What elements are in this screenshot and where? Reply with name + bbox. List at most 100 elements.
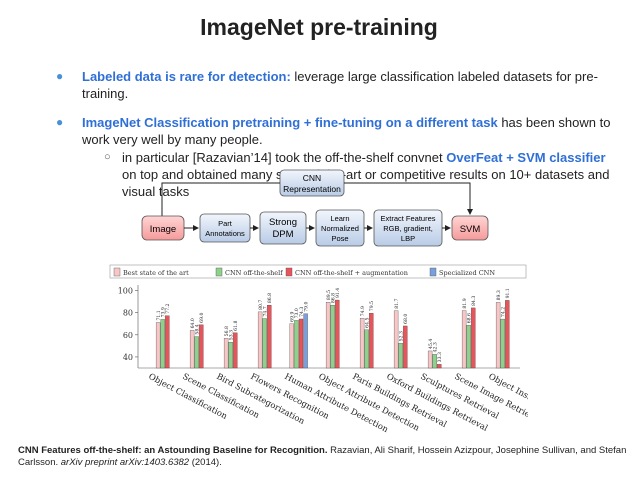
bullet-dot-icon: ● (56, 69, 64, 83)
bar-value-label: 73.9 (161, 307, 167, 317)
bar-value-label: 86.8 (331, 293, 337, 303)
bar-6-2 (369, 313, 374, 369)
bar-1-0 (189, 330, 195, 369)
y-tick-label: 60 (123, 331, 133, 340)
bar-value-label: 86.8 (267, 293, 273, 303)
legend-swatch-2 (285, 267, 293, 277)
bar-value-label: 69.9 (290, 312, 296, 322)
bar-value-label: 79.5 (369, 301, 375, 311)
bar-value-label: 74.7 (263, 306, 269, 316)
bar-value-label: 91.4 (335, 288, 341, 298)
legend-label-2: CNN off-the-shelf + augmentation (295, 269, 408, 277)
bar-5-0 (325, 302, 331, 369)
bar-0-0 (155, 322, 161, 369)
bar-value-label: 73.0 (294, 308, 300, 318)
bar-9-2 (471, 307, 476, 369)
sub-bullet-razavian: ○ in particular [Razavian’14] took the o… (82, 149, 616, 200)
y-tick-label: 40 (123, 353, 133, 362)
bar-value-label: 81.9 (462, 298, 468, 308)
slide-title: ImageNet pre-training (200, 14, 438, 40)
bar-4-1 (294, 320, 299, 369)
bar-value-label: 68.6 (467, 313, 473, 323)
bar-2-2 (233, 332, 238, 369)
bar-value-label: 56.8 (224, 326, 230, 336)
bar-3-0 (257, 311, 263, 369)
part-label: Part (218, 219, 233, 228)
bar-value-label: 64.5 (365, 318, 371, 328)
bar-value-label: 74.9 (360, 306, 366, 316)
learn-label: Learn (330, 214, 349, 223)
bar-8-1 (432, 354, 437, 369)
sub-bullet-ring-icon: ○ (104, 151, 111, 163)
bar-6-1 (364, 329, 369, 369)
svm-box (451, 215, 489, 241)
bar-1-1 (194, 336, 199, 369)
legend-swatch-0 (113, 267, 121, 277)
results-bar-chart: Best state of the art CNN off-the-shelf CN… (109, 264, 528, 434)
learn-label: Normalized (321, 224, 359, 233)
bullet1-highlight: Labeled data is rare for detection: (82, 69, 291, 84)
bar-value-label: 80.7 (258, 300, 264, 310)
bullet-imagenet: ● ImageNet Classification pretraining + … (56, 114, 616, 200)
bar-10-1 (500, 318, 505, 369)
bar-value-label: 91.1 (505, 288, 511, 298)
sub-text-post: on top and obtained many state-of-the-ar… (122, 167, 610, 199)
bar-5-2 (335, 299, 340, 369)
citation-venue: arXiv preprint arXiv:1403.6382 (60, 457, 190, 468)
bar-value-label: 74.3 (299, 307, 305, 317)
bar-8-0 (427, 350, 433, 369)
arrow-line (161, 182, 280, 216)
bar-value-label: 58.4 (195, 324, 201, 334)
bar-10-0 (495, 302, 501, 369)
legend-swatch-3 (429, 267, 437, 277)
bullet1-text: leverage large classification labeled da… (82, 69, 598, 101)
bar-value-label: 33.3 (437, 352, 443, 362)
bar-7-0 (393, 310, 399, 369)
bar-9-0 (461, 310, 467, 369)
image-label: Image (150, 224, 176, 235)
extract-label: RGB, gradient, (383, 224, 433, 233)
sub-highlight: OverFeat + SVM classifier (446, 150, 606, 165)
bar-0-1 (160, 319, 165, 369)
bar-value-label: 74.2 (501, 307, 507, 317)
legend-label-0: Best state of the art (123, 269, 189, 277)
bar-value-label: 52.3 (399, 331, 405, 341)
extract-label: Extract Features (380, 214, 435, 223)
bar-3-2 (267, 304, 272, 369)
pipeline-diagram: CNN Representation Image Part Annotation… (141, 169, 489, 247)
bar-10-2 (505, 300, 510, 369)
bullet-list: ● Labeled data is rare for detection: le… (56, 68, 616, 212)
dpm-label: DPM (272, 229, 293, 240)
cnn-rep-label: Representation (283, 184, 341, 194)
y-tick-label: 80 (123, 309, 133, 318)
y-tick-label: 100 (118, 287, 133, 296)
legend-label-3: Specialized CNN (439, 269, 495, 277)
bullet-labeled-data: ● Labeled data is rare for detection: le… (56, 68, 616, 102)
bullet-dot-icon: ● (56, 115, 64, 129)
bar-value-label: 53.3 (229, 330, 235, 340)
bar-4-3 (303, 313, 308, 369)
bar-value-label: 69.0 (199, 313, 205, 323)
bar-4-2 (298, 318, 304, 369)
legend-label-1: CNN off-the-shelf (225, 269, 283, 277)
bar-2-1 (228, 342, 233, 369)
extract-label: LBP (401, 234, 415, 243)
learn-label: Pose (331, 234, 348, 243)
bar-value-label: 68.0 (403, 314, 409, 324)
bar-8-2 (437, 364, 442, 369)
bar-value-label: 71.1 (156, 310, 162, 320)
bar-5-1 (330, 304, 335, 369)
bar-7-2 (403, 325, 408, 369)
bullet2-text: has been shown to work very well by many… (82, 115, 611, 147)
bar-value-label: 64.0 (190, 318, 196, 328)
bar-value-label: 79.0 (303, 301, 309, 311)
cnn-rep-label: CNN (303, 173, 321, 183)
bar-value-label: 45.4 (428, 339, 434, 349)
bar-value-label: 61.8 (233, 321, 239, 331)
bar-value-label: 77.2 (165, 303, 171, 313)
bar-6-0 (359, 318, 365, 369)
bar-9-1 (466, 325, 471, 369)
part-label: Annotations (205, 229, 245, 238)
bar-value-label: 89.5 (326, 290, 332, 300)
bar-value-label: 84.3 (471, 296, 477, 306)
